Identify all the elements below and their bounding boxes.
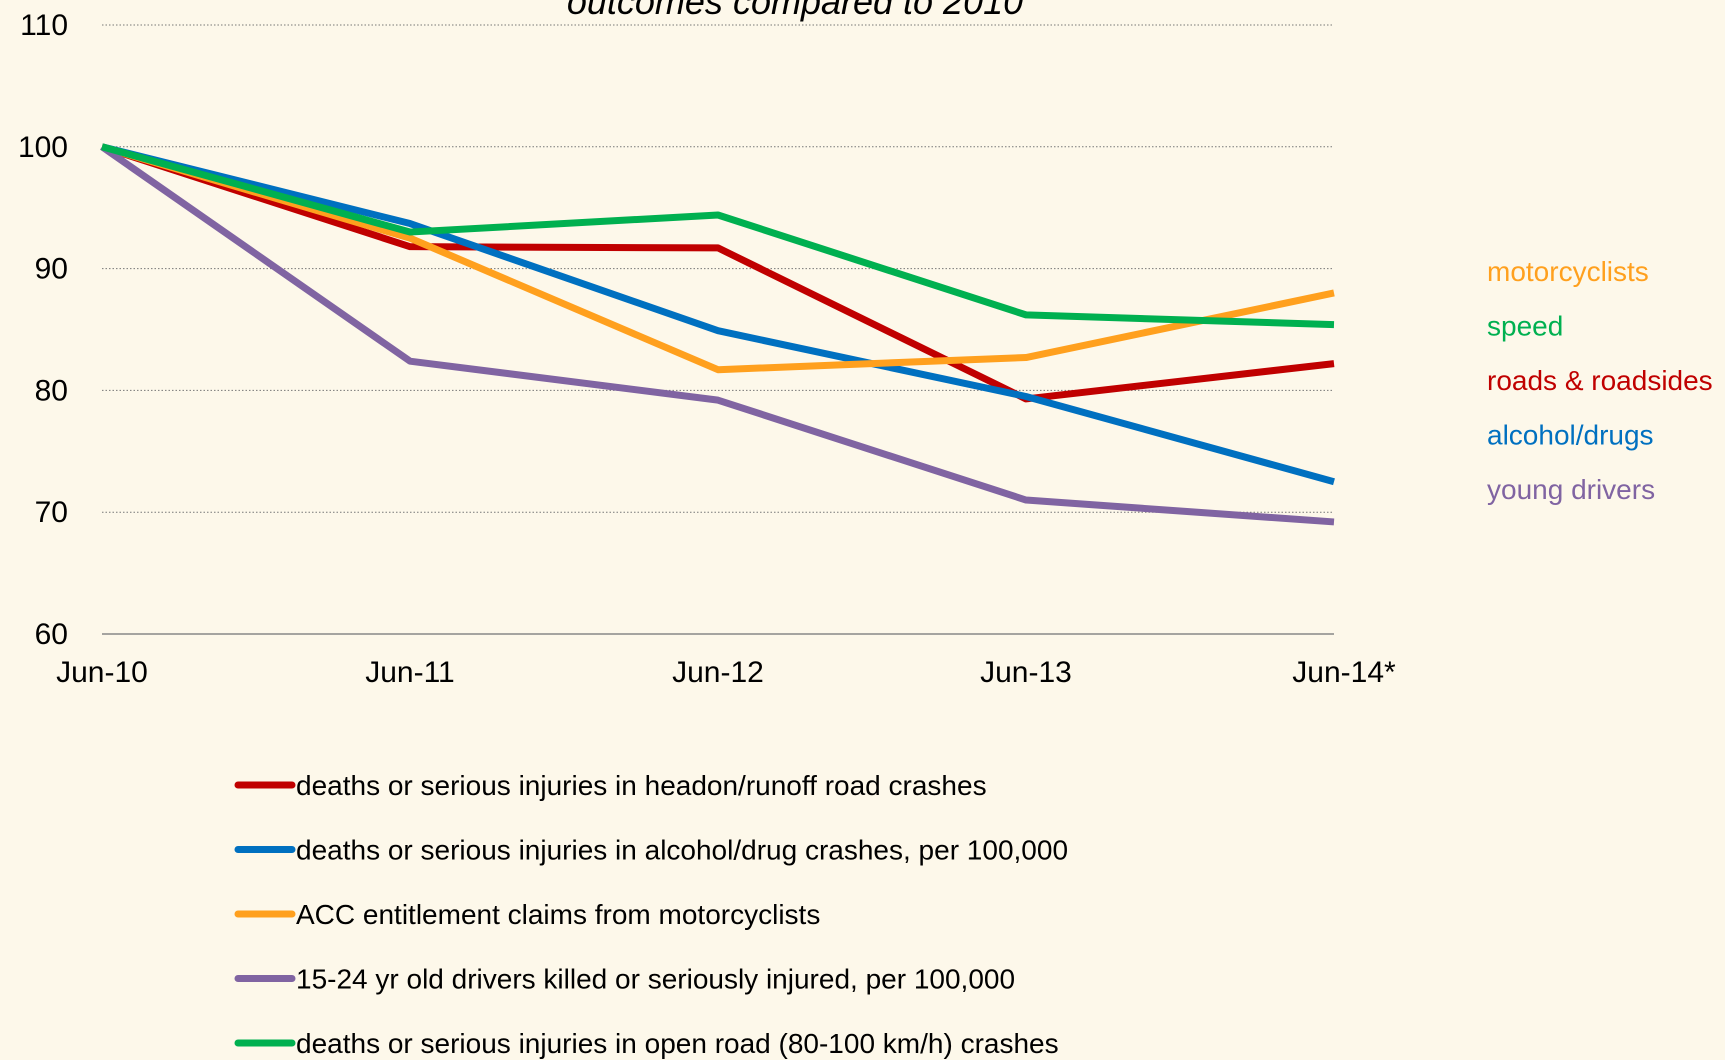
x-tick-label: Jun-14* <box>1292 656 1396 689</box>
x-tick-label: Jun-10 <box>56 656 148 689</box>
legend-label: deaths or serious injuries in open road … <box>296 1028 1059 1059</box>
x-tick-label: Jun-13 <box>980 656 1072 689</box>
series-line <box>100 143 1335 526</box>
annotation: young drivers <box>1487 474 1655 505</box>
legend-label: deaths or serious injuries in alcohol/dr… <box>296 835 1068 866</box>
y-tick-label: 80 <box>35 374 68 407</box>
series-line <box>101 143 1335 486</box>
y-tick-label: 100 <box>18 131 68 164</box>
annotation: alcohol/drugs <box>1487 420 1654 451</box>
legend-label: ACC entitlement claims from motorcyclist… <box>296 899 820 930</box>
y-tick-label: 60 <box>35 618 68 651</box>
chart-title: outcomes compared to 2010 <box>567 0 1023 22</box>
y-tick-label: 110 <box>20 9 68 42</box>
y-tick-label: 70 <box>35 496 68 529</box>
x-tick-label: Jun-11 <box>365 656 455 689</box>
legend-label: 15-24 yr old drivers killed or seriously… <box>296 964 1015 995</box>
y-tick-label: 90 <box>35 253 68 286</box>
annotation: motorcyclists <box>1487 256 1649 287</box>
annotation: speed <box>1487 311 1563 342</box>
series-line <box>101 143 1335 329</box>
x-tick-label: Jun-12 <box>672 656 764 689</box>
series-line <box>101 143 1335 374</box>
annotation: roads & roadsides <box>1487 365 1713 396</box>
series-line <box>100 143 1335 403</box>
legend-label: deaths or serious injuries in headon/run… <box>296 770 987 801</box>
